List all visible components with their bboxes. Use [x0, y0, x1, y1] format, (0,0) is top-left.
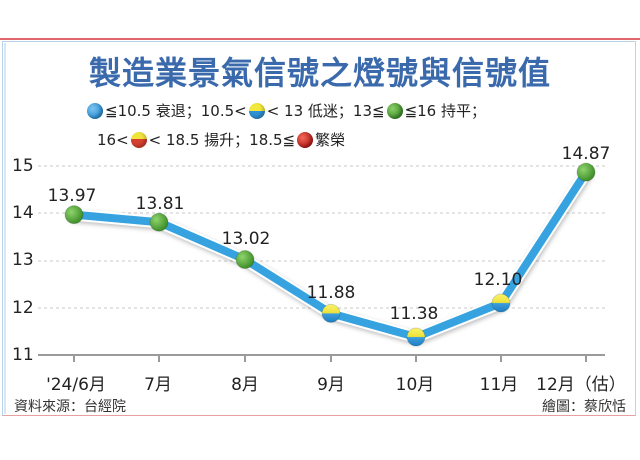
data-point-green-light-icon	[149, 212, 169, 232]
value-label-dec: 14.87	[561, 144, 611, 164]
x-label-sep: 9月	[317, 375, 345, 395]
data-point-green-light-icon	[235, 250, 255, 270]
x-axis	[38, 354, 605, 362]
value-label-aug: 13.02	[221, 229, 271, 249]
value-label-nov: 12.10	[473, 270, 523, 290]
data-point-green-light-icon	[576, 162, 596, 182]
x-label-jul: 7月	[144, 375, 172, 395]
chart-title: 製造業景氣信號之燈號與信號值	[88, 54, 551, 92]
y-tick-15: 15	[12, 156, 34, 176]
data-point-yellow-blue-light-icon	[406, 327, 426, 347]
legend-text-stable: ≦16 持平；	[404, 102, 486, 120]
y-tick-14: 14	[12, 203, 34, 223]
value-label-jul: 13.81	[135, 194, 185, 214]
x-label-oct: 10月	[395, 375, 435, 395]
yellow-red-light-icon	[130, 131, 147, 148]
legend-text-boom: 繁榮	[315, 131, 346, 149]
legend-text-recession: ≦10.5 衰退；10.5<	[105, 102, 247, 120]
x-label-aug: 8月	[231, 375, 259, 395]
y-tick-11: 11	[12, 345, 34, 365]
red-light-icon	[297, 131, 314, 148]
top-rule	[0, 38, 640, 40]
legend-text-rising: < 18.5 揚升；18.5≦	[148, 131, 296, 149]
value-label-jun: 13.97	[47, 186, 97, 206]
legend-row-1: ≦10.5 衰退；10.5< < 13 低迷；13≦ ≦16 持平；	[85, 100, 486, 121]
blue-light-icon	[87, 102, 103, 119]
x-label-nov: 11月	[479, 375, 519, 395]
data-markers	[64, 162, 596, 347]
legend-row-2: 16< < 18.5 揚升；18.5≦ 繁榮	[97, 129, 345, 150]
chart-frame	[2, 41, 636, 416]
y-tick-12: 12	[12, 298, 34, 318]
data-point-yellow-blue-light-icon	[491, 293, 511, 313]
value-label-oct: 11.38	[389, 304, 439, 324]
yellow-blue-light-icon	[248, 102, 265, 119]
y-tick-13: 13	[12, 250, 34, 270]
value-label-sep: 11.88	[306, 283, 356, 303]
data-point-green-light-icon	[64, 205, 84, 225]
x-label-dec: 12月（估）	[536, 375, 626, 395]
data-source: 資料來源：台經院	[14, 399, 126, 415]
legend-text-sluggish: < 13 低迷；13≦	[266, 102, 385, 120]
green-light-icon	[386, 102, 403, 119]
graphic-credit: 繪圖：蔡欣恬	[542, 399, 626, 415]
data-point-yellow-blue-light-icon	[321, 303, 341, 323]
x-label-jun: '24/6月	[46, 375, 106, 395]
legend-prefix-rising: 16<	[97, 130, 129, 149]
